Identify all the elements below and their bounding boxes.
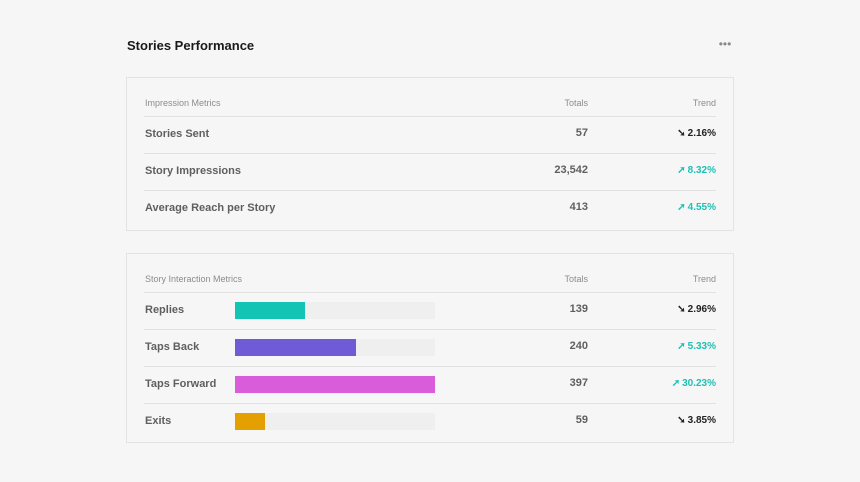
table-row: Taps Forward 397 ➚ 30.23% — [144, 366, 716, 403]
metric-total: 57 — [575, 127, 588, 139]
metric-trend: ➘ 2.16% — [677, 128, 716, 139]
trend-up-icon: ➚ — [677, 165, 686, 176]
trend-up-icon: ➚ — [677, 341, 686, 352]
bar-track — [235, 413, 435, 430]
metric-total: 23,542 — [554, 164, 588, 176]
column-header-metric: Story Interaction Metrics — [145, 274, 243, 284]
widget-header: Stories Performance ••• — [127, 36, 733, 56]
bar-fill-replies — [235, 302, 306, 319]
metric-total: 413 — [569, 201, 588, 213]
metric-name: Stories Sent — [145, 128, 210, 140]
metric-trend: ➚ 5.33% — [677, 341, 716, 352]
more-options-icon[interactable]: ••• — [718, 37, 732, 51]
metric-name: Taps Back — [145, 341, 200, 353]
bar-fill-taps-back — [235, 339, 356, 356]
impression-metrics-card: Impression Metrics Totals Trend Stories … — [126, 77, 734, 231]
interaction-metrics-card: Story Interaction Metrics Totals Trend R… — [126, 253, 734, 443]
metric-total: 397 — [569, 377, 588, 389]
trend-down-icon: ➘ — [677, 415, 686, 426]
bar-track — [235, 339, 435, 356]
column-header-metric: Impression Metrics — [145, 98, 221, 108]
column-header-totals: Totals — [564, 98, 588, 108]
bar-track — [235, 376, 435, 393]
metric-name: Story Impressions — [145, 165, 241, 177]
widget-title: Stories Performance — [127, 38, 255, 53]
trend-down-icon: ➘ — [677, 128, 686, 139]
metric-name: Replies — [145, 304, 185, 316]
metric-total: 59 — [575, 414, 588, 426]
metric-trend: ➚ 30.23% — [671, 378, 716, 389]
metric-total: 139 — [569, 303, 588, 315]
bar-fill-taps-forward — [235, 376, 435, 393]
table-row: Taps Back 240 ➚ 5.33% — [144, 329, 716, 366]
metric-name: Taps Forward — [145, 378, 217, 390]
table-row: Replies 139 ➘ 2.96% — [144, 292, 716, 329]
table-header: Story Interaction Metrics Totals Trend — [127, 254, 733, 292]
bar-track — [235, 302, 435, 319]
metric-name: Average Reach per Story — [145, 202, 276, 214]
bar-fill-exits — [235, 413, 265, 430]
column-header-trend: Trend — [692, 98, 716, 108]
table-header: Impression Metrics Totals Trend — [127, 78, 733, 116]
metric-name: Exits — [145, 415, 172, 427]
column-header-trend: Trend — [692, 274, 716, 284]
trend-up-icon: ➚ — [677, 202, 686, 213]
column-header-totals: Totals — [564, 274, 588, 284]
metric-trend: ➘ 3.85% — [677, 415, 716, 426]
table-row: Average Reach per Story 413 ➚ 4.55% — [144, 190, 716, 227]
trend-down-icon: ➘ — [677, 304, 686, 315]
table-row: Story Impressions 23,542 ➚ 8.32% — [144, 153, 716, 190]
metric-trend: ➘ 2.96% — [677, 304, 716, 315]
table-row: Exits 59 ➘ 3.85% — [144, 403, 716, 440]
metric-trend: ➚ 8.32% — [677, 165, 716, 176]
trend-up-icon: ➚ — [671, 378, 681, 389]
table-row: Stories Sent 57 ➘ 2.16% — [144, 116, 716, 153]
metric-trend: ➚ 4.55% — [677, 202, 716, 213]
metric-total: 240 — [569, 340, 588, 352]
